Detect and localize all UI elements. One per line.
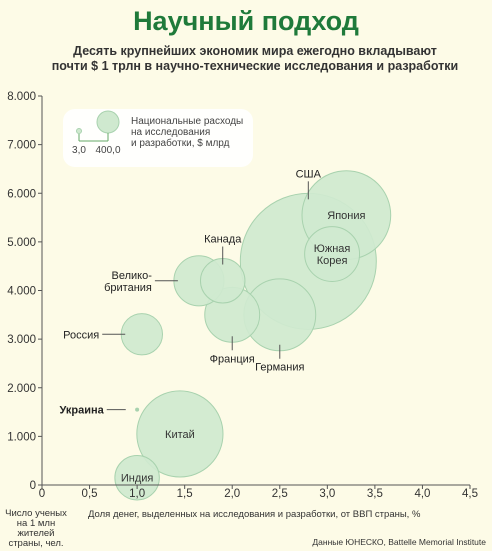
- country-label: британия: [104, 282, 152, 294]
- x-tick-label: 3,5: [367, 488, 383, 500]
- legend-small-bubble: [76, 128, 82, 134]
- x-tick-label: 2,0: [224, 488, 240, 500]
- country-label: Германия: [255, 362, 304, 374]
- bubble-индия: [114, 454, 160, 501]
- x-tick-label: 4,5: [462, 488, 478, 500]
- country-label: Китай: [165, 429, 195, 441]
- bubble-ukraine: [135, 407, 140, 412]
- y-tick-label: 5.000: [7, 237, 36, 249]
- country-label: Франция: [210, 353, 255, 365]
- y-tick-label: 7.000: [7, 140, 36, 152]
- country-label: Россия: [63, 329, 99, 341]
- y-tick-label: 6.000: [7, 188, 36, 200]
- country-label: Канада: [204, 234, 242, 246]
- y-tick-label: 0: [30, 480, 36, 492]
- legend-text-line: Национальные расходы: [131, 116, 243, 127]
- axis-layer: 0 1.000 2.000 3.000 4.000 5.000 6.000 7.000 8.00…: [5, 91, 478, 549]
- x-tick-label: 1,5: [177, 488, 193, 500]
- x-tick-label: 2,5: [272, 488, 288, 500]
- bubble-канада: [199, 258, 246, 304]
- y-tick-label: 4.000: [7, 286, 36, 298]
- legend-small-label: 3,0: [72, 145, 86, 156]
- bubble-layer: [114, 170, 392, 501]
- x-tick-label: 4,0: [414, 488, 430, 500]
- y-axis-label-line: на 1 млн: [17, 518, 55, 529]
- y-axis-label-line: страны, чел.: [8, 538, 63, 549]
- country-label: Япония: [327, 210, 365, 222]
- x-tick-label: 0: [39, 488, 45, 500]
- bubble-россия: [120, 313, 164, 356]
- subtitle-line-1: Десять крупнейших экономик мира ежегодно…: [73, 44, 437, 58]
- x-tick-label: 0,5: [82, 488, 98, 500]
- legend-large-label: 400,0: [95, 145, 120, 156]
- bubble-китай: [136, 390, 224, 478]
- y-axis-label-line: жителей: [17, 528, 54, 539]
- legend-large-bubble: [96, 110, 120, 134]
- y-axis-label-line: Число ученых: [5, 508, 67, 519]
- x-tick-label: 3,0: [319, 488, 335, 500]
- y-tick-label: 1.000: [7, 431, 36, 443]
- country-label: США: [296, 168, 322, 180]
- bubble-южнаякорея: [304, 226, 361, 282]
- country-label: Украина: [59, 405, 104, 417]
- y-tick-label: 8.000: [7, 91, 36, 103]
- subtitle-line-2: почти $ 1 трлн в научно-технические иссл…: [51, 59, 459, 73]
- chart-title: Научный подход: [133, 6, 359, 36]
- y-tick-label: 3.000: [7, 334, 36, 346]
- chart-subtitle: Десять крупнейших экономик мира ежегодно…: [40, 44, 470, 74]
- country-label: Велико-: [112, 270, 153, 282]
- legend-text-line: на исследования: [131, 127, 210, 138]
- country-label: Индия: [121, 473, 154, 485]
- legend-text-line: и разработки, $ млрд: [131, 137, 230, 149]
- x-tick-label: 1,0: [129, 488, 145, 500]
- country-label: Корея: [317, 255, 348, 267]
- x-axis-label: Доля денег, выделенных на исследования и…: [88, 509, 421, 520]
- country-label: Южная: [314, 243, 351, 255]
- source-note: Данные ЮНЕСКО, Battelle Memorial Institu…: [312, 537, 486, 547]
- y-tick-label: 2.000: [7, 383, 36, 395]
